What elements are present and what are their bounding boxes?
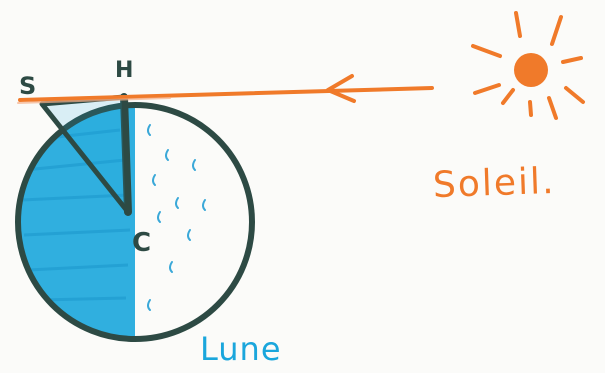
moon-lit-dashes [147, 124, 206, 311]
point-s-label: S [19, 72, 37, 100]
moon-outline [15, 102, 255, 342]
sun-ray-shadow [17, 97, 171, 104]
point-h-label: H [115, 58, 134, 83]
sun-ray [18, 86, 434, 102]
sun-icon [471, 11, 585, 120]
moon-label: Lune [200, 330, 282, 368]
ray-arrowhead [326, 74, 356, 103]
sun-label: Soleil. [432, 160, 557, 207]
point-c-label: C [132, 228, 152, 258]
